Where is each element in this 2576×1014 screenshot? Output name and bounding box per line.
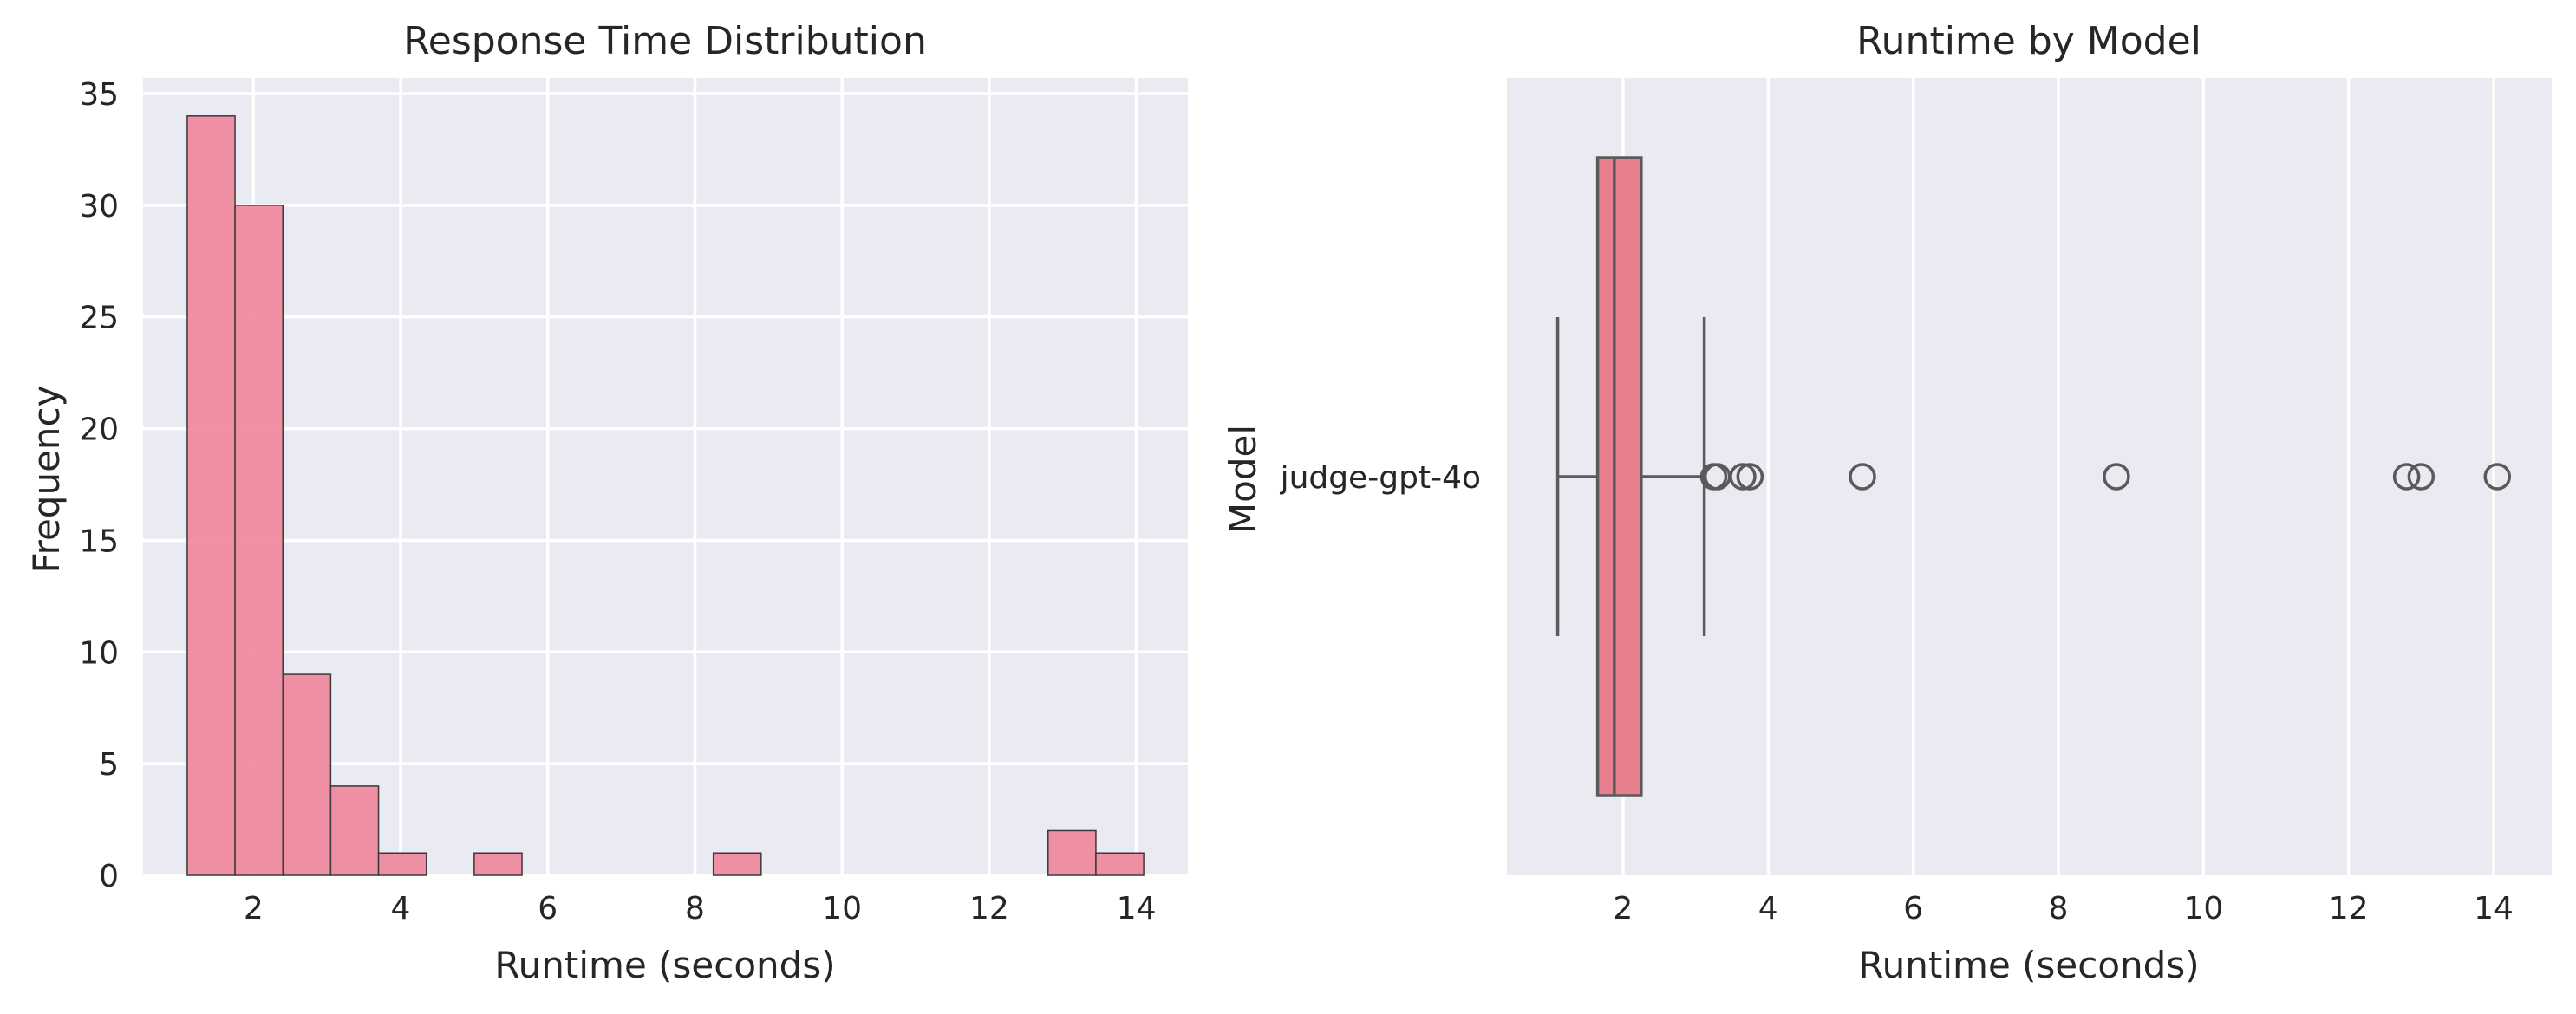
histogram-x-tick-label: 10	[822, 891, 862, 926]
boxplot-marks	[1555, 156, 2511, 797]
boxplot-panel: 2 4 6 8 10 12 14 judge-gpt-4o Runtime by Model…	[1222, 19, 2552, 986]
histogram-x-tick-label: 4	[391, 891, 411, 926]
histogram-bars	[186, 115, 1145, 876]
boxplot-x-axis-label: Runtime (seconds)	[1858, 944, 2199, 986]
histogram-y-axis-label: Frequency	[25, 386, 68, 574]
boxplot-x-tick-label: 12	[2329, 891, 2369, 926]
boxplot-y-tick-label: judge-gpt-4o	[1280, 460, 1481, 496]
histogram-x-tick-labels: 2 4 6 8 10 12 14	[244, 891, 1157, 926]
boxplot-outlier-point	[1729, 463, 1757, 491]
boxplot-x-tick-label: 4	[1758, 891, 1778, 926]
boxplot-outlier-point	[2407, 463, 2436, 491]
boxplot-title: Runtime by Model	[1856, 19, 2201, 63]
histogram-y-tick-label: 25	[79, 301, 119, 336]
histogram-bar	[473, 852, 523, 876]
histogram-x-tick-label: 6	[538, 891, 558, 926]
boxplot-x-tick-label: 8	[2049, 891, 2069, 926]
histogram-y-tick-label: 0	[99, 859, 119, 894]
histogram-bar	[712, 852, 762, 876]
histogram-bar	[1047, 829, 1097, 876]
histogram-bar	[377, 852, 427, 876]
histogram-bar	[282, 673, 332, 876]
boxplot-outlier-point	[2103, 463, 2130, 491]
boxplot-x-tick-labels: 2 4 6 8 10 12 14	[1613, 891, 2514, 926]
boxplot-box	[1595, 156, 1643, 797]
histogram-x-axis-label: Runtime (seconds)	[494, 944, 835, 986]
histogram-title: Response Time Distribution	[403, 19, 927, 63]
boxplot-x-tick-label: 2	[1613, 891, 1633, 926]
histogram-x-tick-label: 2	[244, 891, 264, 926]
histogram-panel: 2 4 6 8 10 12 14 0 5 10 15 20 25 30 35 Response Time …	[25, 19, 1188, 986]
boxplot-outlier-point	[1849, 463, 1876, 491]
histogram-x-tick-label: 8	[685, 891, 705, 926]
histogram-x-tick-label: 14	[1117, 891, 1157, 926]
boxplot-y-tick-labels: judge-gpt-4o	[1280, 460, 1481, 496]
histogram-y-tick-labels: 0 5 10 15 20 25 30 35	[79, 77, 119, 894]
boxplot-outlier-point	[2392, 463, 2421, 491]
boxplot-outlier-point	[1736, 463, 1764, 491]
histogram-bar	[186, 115, 236, 876]
histogram-bar	[1095, 852, 1145, 876]
histogram-y-tick-label: 20	[79, 413, 119, 448]
histogram-bar	[329, 785, 380, 876]
boxplot-x-tick-label: 10	[2183, 891, 2223, 926]
histogram-bar	[234, 205, 284, 876]
histogram-y-tick-label: 35	[79, 77, 119, 113]
histogram-y-tick-label: 30	[79, 189, 119, 224]
boxplot-x-tick-label: 14	[2474, 891, 2514, 926]
boxplot-x-tick-label: 6	[1903, 891, 1923, 926]
boxplot-y-axis-label: Model	[1222, 425, 1264, 534]
histogram-x-tick-label: 12	[969, 891, 1009, 926]
histogram-y-tick-label: 10	[79, 635, 119, 671]
boxplot-outlier-point	[2483, 463, 2511, 491]
histogram-y-tick-label: 15	[79, 523, 119, 559]
histogram-y-tick-label: 5	[99, 747, 119, 783]
